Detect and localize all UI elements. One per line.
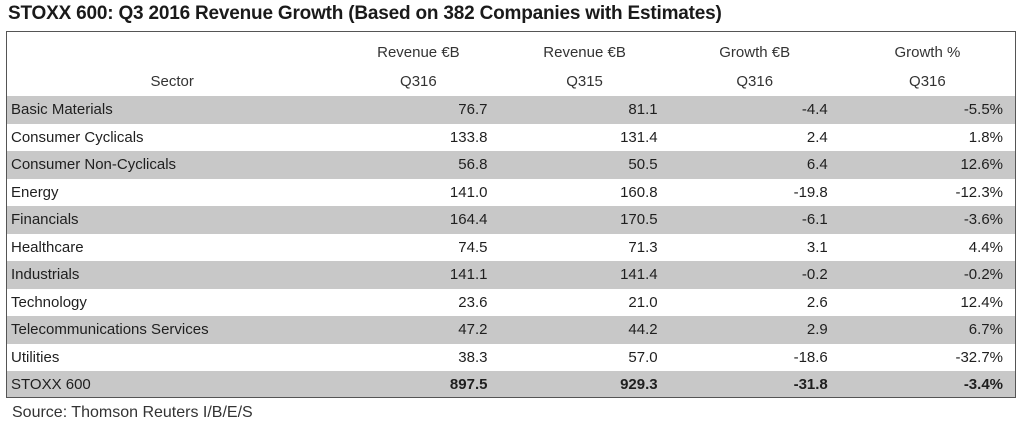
header-growth-eur-period: Q316 [736,73,774,90]
sector-cell: Technology [11,293,87,311]
revenue-q316-cell: 76.7 [337,96,500,124]
header-revenue-q315-period: Q315 [566,73,603,90]
total-revenue-q315-cell: 929.3 [499,371,670,397]
growth-eur-cell: -6.1 [669,206,840,234]
growth-pct-cell: 4.4% [968,238,1003,256]
sector-cell: Basic Materials [7,96,338,124]
revenue-q316-cell: 133.8 [449,128,488,146]
sector-cell: Telecommunications Services [7,316,338,344]
header-growth-eur-label: Growth €B [719,44,791,61]
growth-pct-cell: -3.6% [839,206,1015,234]
revenue-q316-cell: 141.1 [337,261,500,289]
header-row-labels: Revenue €B Revenue €B Growth €B Growth % [7,32,1015,67]
revenue-q316-cell: 56.8 [337,151,500,179]
revenue-q315-cell: 160.8 [620,183,658,201]
growth-pct-cell: 6.7% [839,316,1015,344]
header-growth-pct-period: Q316 [909,73,946,90]
table-row: Industrials 141.1 141.4 -0.2 -0.2% [7,261,1015,289]
sector-cell: Consumer Cyclicals [11,128,144,146]
table-body: Basic Materials 76.7 81.1 -4.4 -5.5% Consumer… [7,96,1015,397]
header-growth-pct-label: Growth % [894,44,961,61]
revenue-q315-cell: 50.5 [499,151,670,179]
growth-pct-cell: -12.3% [955,183,1003,201]
total-growth-pct-cell: -3.4% [839,371,1015,397]
sector-cell: Energy [11,183,59,201]
source-note: Source: Thomson Reuters I/B/E/S [12,404,253,421]
growth-pct-cell: 12.6% [839,151,1015,179]
revenue-q316-cell: 74.5 [458,238,488,256]
table-row: Technology 23.6 21.0 2.6 12.4% [7,289,1015,317]
table-row: Consumer Non-Cyclicals 56.8 50.5 6.4 12.6% [7,151,1015,179]
revenue-growth-table: Revenue €B Revenue €B Growth €B Growth %… [7,32,1015,397]
total-sector-cell: STOXX 600 [7,371,338,397]
growth-eur-cell: -0.2 [669,261,840,289]
revenue-q316-cell: 164.4 [337,206,500,234]
table-row: Utilities 38.3 57.0 -18.6 -32.7% [7,344,1015,372]
revenue-q315-cell: 21.0 [628,293,658,311]
table-row: Basic Materials 76.7 81.1 -4.4 -5.5% [7,96,1015,124]
growth-pct-cell: -5.5% [839,96,1015,124]
chart-title: STOXX 600: Q3 2016 Revenue Growth (Based… [8,3,722,24]
total-revenue-q316-cell: 897.5 [337,371,500,397]
header-revenue-q315-label: Revenue €B [543,44,626,61]
growth-pct-cell: 12.4% [960,293,1003,311]
sector-cell: Financials [7,206,338,234]
table-row: Financials 164.4 170.5 -6.1 -3.6% [7,206,1015,234]
revenue-q315-cell: 141.4 [499,261,670,289]
header-sector-top [7,32,337,67]
revenue-q315-cell: 81.1 [499,96,670,124]
revenue-q315-cell: 44.2 [499,316,670,344]
revenue-q316-cell: 23.6 [458,293,488,311]
growth-eur-cell: 2.6 [806,293,828,311]
growth-eur-cell: -19.8 [793,183,828,201]
revenue-q315-cell: 131.4 [620,128,658,146]
header-revenue-q316-label: Revenue €B [377,44,460,61]
growth-pct-cell: -0.2% [839,261,1015,289]
header-sector: Sector [150,73,194,90]
header-row-periods: Sector Q316 Q315 Q316 Q316 [7,67,1015,96]
revenue-q315-cell: 170.5 [499,206,670,234]
growth-eur-cell: -4.4 [669,96,840,124]
total-growth-eur-cell: -31.8 [669,371,840,397]
growth-eur-cell: 3.1 [806,238,828,256]
data-table-frame: Revenue €B Revenue €B Growth €B Growth %… [6,31,1016,398]
total-row: STOXX 600 897.5 929.3 -31.8 -3.4% [7,371,1015,397]
sector-cell: Healthcare [11,238,84,256]
growth-pct-cell: -32.7% [955,348,1003,366]
table-row: Healthcare 74.5 71.3 3.1 4.4% [7,234,1015,262]
revenue-q316-cell: 141.0 [449,183,488,201]
table-row: Telecommunications Services 47.2 44.2 2.9 6.… [7,316,1015,344]
sector-cell: Utilities [11,348,60,366]
table-header: Revenue €B Revenue €B Growth €B Growth %… [7,32,1015,96]
growth-eur-cell: 2.9 [669,316,840,344]
table-row: Energy 141.0 160.8 -19.8 -12.3% [7,179,1015,207]
header-revenue-q316-period: Q316 [400,73,437,90]
revenue-q315-cell: 57.0 [628,348,658,366]
growth-eur-cell: 6.4 [669,151,840,179]
table-row: Consumer Cyclicals 133.8 131.4 2.4 1.8% [7,124,1015,152]
growth-pct-cell: 1.8% [968,128,1003,146]
revenue-q315-cell: 71.3 [628,238,658,256]
growth-eur-cell: -18.6 [793,348,828,366]
sector-cell: Industrials [7,261,338,289]
revenue-q316-cell: 47.2 [337,316,500,344]
growth-eur-cell: 2.4 [806,128,828,146]
revenue-q316-cell: 38.3 [458,348,488,366]
sector-cell: Consumer Non-Cyclicals [7,151,338,179]
